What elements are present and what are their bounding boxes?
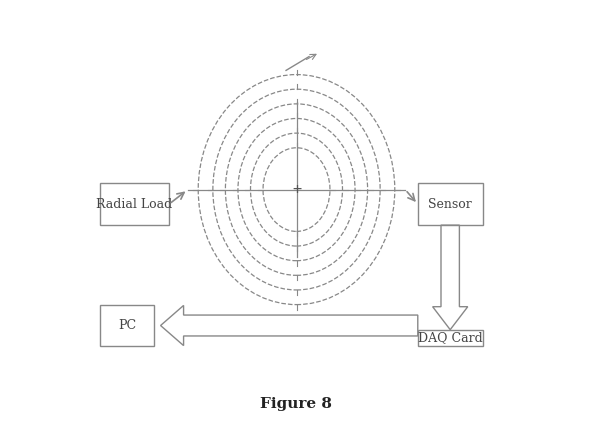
Text: Figure 8: Figure 8	[260, 397, 333, 411]
Bar	[418, 183, 483, 225]
Bar	[418, 330, 483, 346]
Text: PC: PC	[118, 319, 136, 332]
Text: Radial Load: Radial Load	[96, 198, 173, 211]
Bar	[100, 305, 154, 346]
Text: +: +	[292, 182, 301, 197]
Text: Sensor: Sensor	[428, 198, 472, 211]
Bar	[100, 183, 169, 225]
Text: DAQ Card: DAQ Card	[418, 332, 483, 344]
